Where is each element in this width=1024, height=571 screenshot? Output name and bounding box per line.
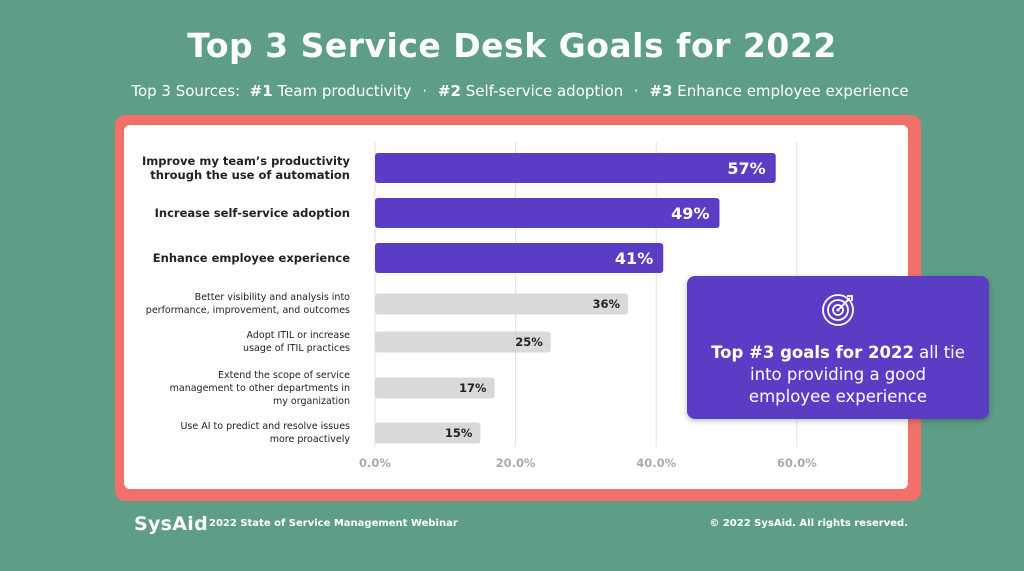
bar — [375, 153, 776, 183]
category-label: Adopt ITIL or increase usage of ITIL prac… — [120, 329, 350, 355]
bar-value-label: 41% — [615, 249, 653, 268]
page-title: Top 3 Service Desk Goals for 2022 — [187, 26, 837, 65]
category-label-line: Extend the scope of service — [218, 369, 350, 381]
bar — [375, 331, 551, 353]
x-tick-label: 60.0% — [777, 456, 817, 470]
callout-message: Top #3 goals for 2022 all tie into provi… — [707, 342, 969, 408]
category-label: Better visibility and analysis into perfo… — [120, 291, 350, 317]
bar — [375, 293, 629, 315]
sysaid-logo: SysAid — [134, 513, 208, 535]
subtitle-prefix: Top 3 Sources: — [131, 82, 241, 100]
category-label-line: Enhance employee experience — [152, 251, 350, 265]
category-label-line: Improve my team’s productivity — [141, 154, 350, 168]
subtitle-item-3: Enhance employee experience — [677, 82, 909, 100]
bar-value-label: 36% — [593, 297, 621, 311]
category-label-line: Use AI to predict and resolve issues — [180, 421, 350, 432]
separator-dot: · — [633, 82, 639, 100]
bar-value-label: 15% — [445, 426, 473, 440]
category-label-line: Increase self-service adoption — [154, 206, 350, 220]
category-label: Improve my team’s productivity through th… — [120, 154, 350, 182]
category-label-line: Adopt ITIL or increase — [246, 330, 350, 341]
category-label-line: Better visibility and analysis into — [194, 292, 350, 303]
category-label: Increase self-service adoption — [120, 206, 350, 220]
category-label-line: performance, improvement, and outcomes — [145, 305, 350, 316]
bar — [375, 377, 495, 399]
subtitle: Top 3 Sources: #1 Team productivity · #2… — [0, 82, 1024, 100]
bar-value-label: 17% — [459, 381, 487, 395]
bar-value-label: 49% — [671, 204, 709, 223]
category-label: Use AI to predict and resolve issues more… — [120, 420, 350, 446]
x-tick-label: 40.0% — [636, 456, 676, 470]
category-label-line: through the use of automation — [150, 168, 350, 182]
footer-copyright: © 2022 SysAid. All rights reserved. — [709, 518, 908, 529]
target-icon — [822, 294, 854, 326]
category-label-line: usage of ITIL practices — [243, 343, 350, 354]
category-label: Extend the scope of service management to… — [120, 369, 350, 408]
category-label-line: more proactively — [269, 434, 350, 445]
subtitle-rank-3: #3 — [649, 82, 673, 100]
category-label-line: management to other departments in — [169, 382, 350, 394]
callout-bold: Top #3 goals for 2022 — [711, 343, 914, 362]
bar — [375, 243, 664, 273]
subtitle-rank-1: #1 — [249, 82, 273, 100]
subtitle-item-1: Team productivity — [277, 82, 412, 100]
x-tick-label: 20.0% — [496, 456, 536, 470]
category-label: Enhance employee experience — [120, 251, 350, 265]
callout-box: Top #3 goals for 2022 all tie into provi… — [687, 276, 989, 419]
subtitle-rank-2: #2 — [437, 82, 461, 100]
subtitle-item-2: Self-service adoption — [465, 82, 624, 100]
callout-text: all tie into providing a good employee e… — [748, 343, 965, 406]
bar — [375, 422, 481, 444]
bar — [375, 198, 720, 228]
separator-dot: · — [422, 82, 428, 100]
bar-value-label: 25% — [515, 335, 543, 349]
bar-value-label: 57% — [727, 159, 765, 178]
category-label-line: my organization — [273, 395, 350, 407]
footer-event: 2022 State of Service Management Webinar — [209, 518, 458, 529]
x-tick-label: 0.0% — [359, 456, 391, 470]
